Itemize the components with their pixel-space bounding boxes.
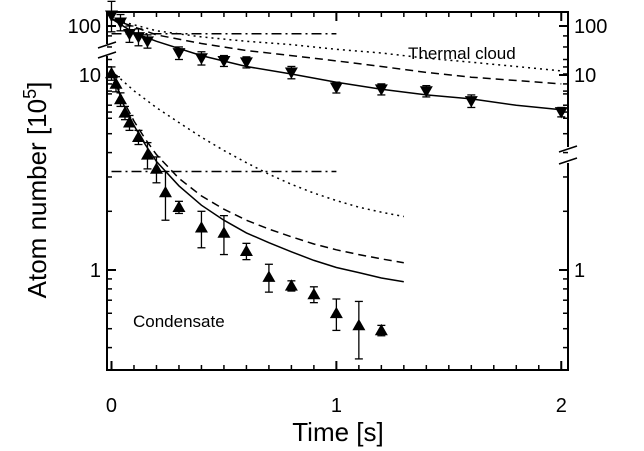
condensate-point — [118, 106, 132, 118]
condensate-point — [172, 200, 186, 213]
curve-lower-dotted — [111, 70, 404, 218]
condensate-point — [158, 185, 172, 198]
thermal-cloud-point — [122, 28, 136, 41]
condensate-point — [217, 226, 231, 238]
condensate-point — [352, 318, 366, 331]
curve-upper-dashed — [111, 18, 562, 85]
plot-frame — [106, 11, 569, 371]
x-tick-label: 0 — [106, 395, 117, 417]
y-tick-label-left: 100 — [68, 16, 101, 38]
thermal-cloud-point — [554, 107, 568, 119]
x-tick-label: 1 — [331, 395, 342, 417]
condensate-point — [239, 244, 253, 256]
thermal-cloud-point — [284, 67, 298, 79]
condensate-point — [131, 130, 145, 143]
condensate-point — [284, 279, 298, 291]
thermal-cloud-point — [104, 10, 118, 22]
condensate-point — [374, 323, 388, 336]
thermal-cloud-point — [374, 84, 388, 96]
condensate-label: Condensate — [133, 312, 225, 331]
thermal-cloud-point — [329, 82, 343, 94]
thermal-cloud-point — [239, 57, 253, 69]
y-tick-label-left: 1 — [90, 260, 101, 282]
condensate-point — [149, 162, 163, 174]
condensate-point — [194, 221, 208, 233]
axis-ticks: 0 1 2 1 1 10 10 100 100 — [68, 12, 607, 417]
condensate-point — [307, 287, 321, 300]
y-tick-label-right: 100 — [574, 16, 607, 38]
condensate-point — [113, 92, 127, 105]
condensate-point — [140, 148, 154, 160]
data-points — [104, 0, 568, 360]
y-axis-title-exponent: 5 — [20, 89, 40, 99]
y-axis-title: Atom number [105] — [20, 82, 52, 299]
condensate-point — [109, 77, 123, 89]
curve-upper-dotted — [111, 18, 562, 72]
break-mark-right-1 — [558, 145, 578, 153]
curve-upper-solid — [111, 18, 562, 111]
curve-lower-solid — [110, 70, 404, 283]
thermal-cloud-point — [419, 86, 433, 98]
thermal-cloud-point — [172, 48, 186, 60]
break-marks-left — [97, 41, 117, 59]
thermal-cloud-label: Thermal cloud — [408, 44, 516, 63]
thermal-cloud-point — [131, 32, 145, 44]
break-mark-right-2 — [558, 157, 578, 165]
x-tick-label: 2 — [556, 395, 567, 417]
y-tick-label-right: 1 — [574, 260, 585, 282]
y-axis-title-main: Atom number [10 — [22, 99, 52, 298]
y-tick-label-right: 10 — [574, 65, 596, 87]
thermal-cloud-point — [140, 36, 154, 48]
y-tick-label-left: 10 — [79, 65, 101, 87]
thermal-cloud-point — [194, 53, 208, 65]
break-mark-left-1 — [97, 41, 117, 49]
thermal-cloud-point — [217, 55, 231, 68]
y-axis-title-close: ] — [22, 82, 52, 89]
model-curves — [110, 18, 562, 283]
break-marks-right — [558, 145, 578, 165]
condensate-point — [104, 66, 118, 79]
break-mark-left-2 — [97, 51, 117, 59]
condensate-point — [329, 306, 343, 319]
condensate-point — [122, 116, 136, 128]
condensate-point — [262, 270, 276, 282]
thermal-cloud-point — [113, 17, 127, 29]
x-axis-title: Time [s] — [292, 417, 383, 447]
thermal-cloud-point — [464, 96, 478, 108]
